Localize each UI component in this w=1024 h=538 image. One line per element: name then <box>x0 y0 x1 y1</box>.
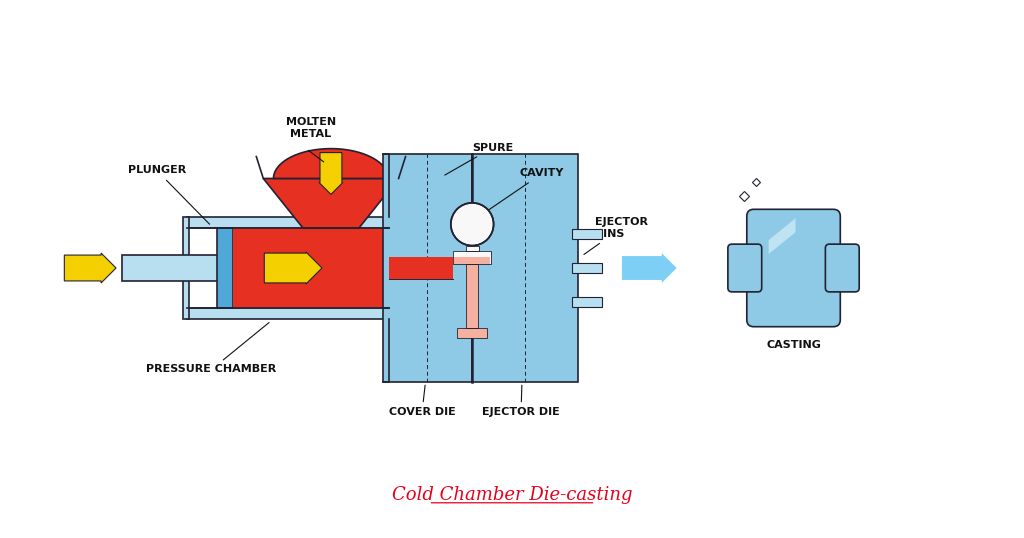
Text: EJECTOR
PINS: EJECTOR PINS <box>584 217 647 254</box>
Text: COVER DIE: COVER DIE <box>389 385 456 417</box>
Text: PLUNGER: PLUNGER <box>128 166 210 224</box>
Bar <box>571 263 601 273</box>
FancyBboxPatch shape <box>825 244 859 292</box>
Bar <box>182 217 188 318</box>
Bar <box>466 246 478 251</box>
Polygon shape <box>622 253 677 283</box>
Bar <box>216 228 233 308</box>
Polygon shape <box>264 252 322 284</box>
Bar <box>233 228 389 308</box>
Text: MOLTEN
METAL: MOLTEN METAL <box>286 117 336 139</box>
Bar <box>466 264 478 328</box>
Bar <box>458 328 487 338</box>
Bar <box>454 251 492 264</box>
Polygon shape <box>769 218 796 254</box>
Bar <box>571 296 601 307</box>
Bar <box>383 153 472 383</box>
Bar <box>466 246 478 251</box>
Polygon shape <box>65 253 116 283</box>
Bar <box>458 328 487 338</box>
FancyBboxPatch shape <box>728 244 762 292</box>
Polygon shape <box>263 179 398 228</box>
Bar <box>466 264 478 328</box>
Polygon shape <box>273 148 388 179</box>
Text: SPURE: SPURE <box>444 143 513 175</box>
Bar <box>458 328 487 338</box>
FancyBboxPatch shape <box>746 209 841 327</box>
Text: PRESSURE CHAMBER: PRESSURE CHAMBER <box>146 322 276 374</box>
Text: EJECTOR DIE: EJECTOR DIE <box>482 385 560 417</box>
Bar <box>466 264 478 328</box>
Bar <box>455 257 490 264</box>
Text: Cold Chamber Die-casting: Cold Chamber Die-casting <box>392 486 632 504</box>
Bar <box>472 153 578 383</box>
Bar <box>122 255 231 281</box>
Bar <box>389 257 454 279</box>
Bar <box>186 217 389 228</box>
Bar <box>186 308 389 318</box>
Bar <box>454 251 492 264</box>
Text: CAVITY: CAVITY <box>487 168 564 211</box>
Polygon shape <box>319 153 343 194</box>
Text: CASTING: CASTING <box>766 339 821 350</box>
Circle shape <box>451 203 494 246</box>
Bar <box>571 229 601 239</box>
